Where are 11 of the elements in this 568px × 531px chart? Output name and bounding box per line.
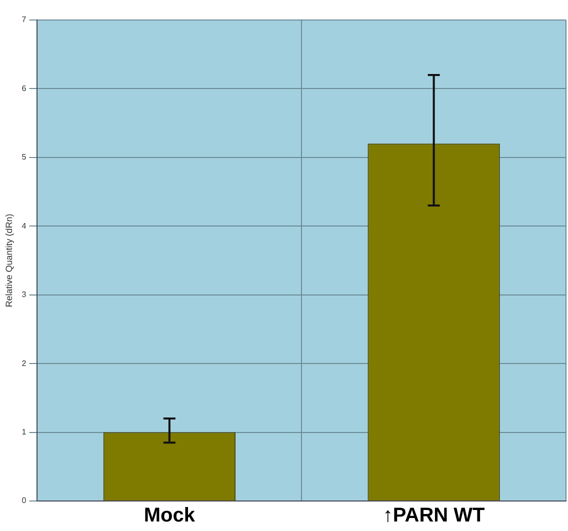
y-axis-title: Relative Quantity (dRn) bbox=[4, 214, 14, 308]
y-tick-label: 4 bbox=[22, 221, 27, 230]
y-tick-label: 7 bbox=[22, 15, 27, 24]
y-tick-label: 5 bbox=[22, 152, 27, 162]
x-tick-label: ↑PARN WT bbox=[382, 504, 485, 527]
y-tick-label: 3 bbox=[22, 290, 27, 300]
x-tick-label: Mock bbox=[144, 504, 196, 527]
y-tick-label: 2 bbox=[22, 358, 27, 368]
y-tick-label: 1 bbox=[22, 427, 27, 436]
y-tick-label: 0 bbox=[22, 496, 27, 506]
y-tick-label: 6 bbox=[22, 84, 27, 93]
